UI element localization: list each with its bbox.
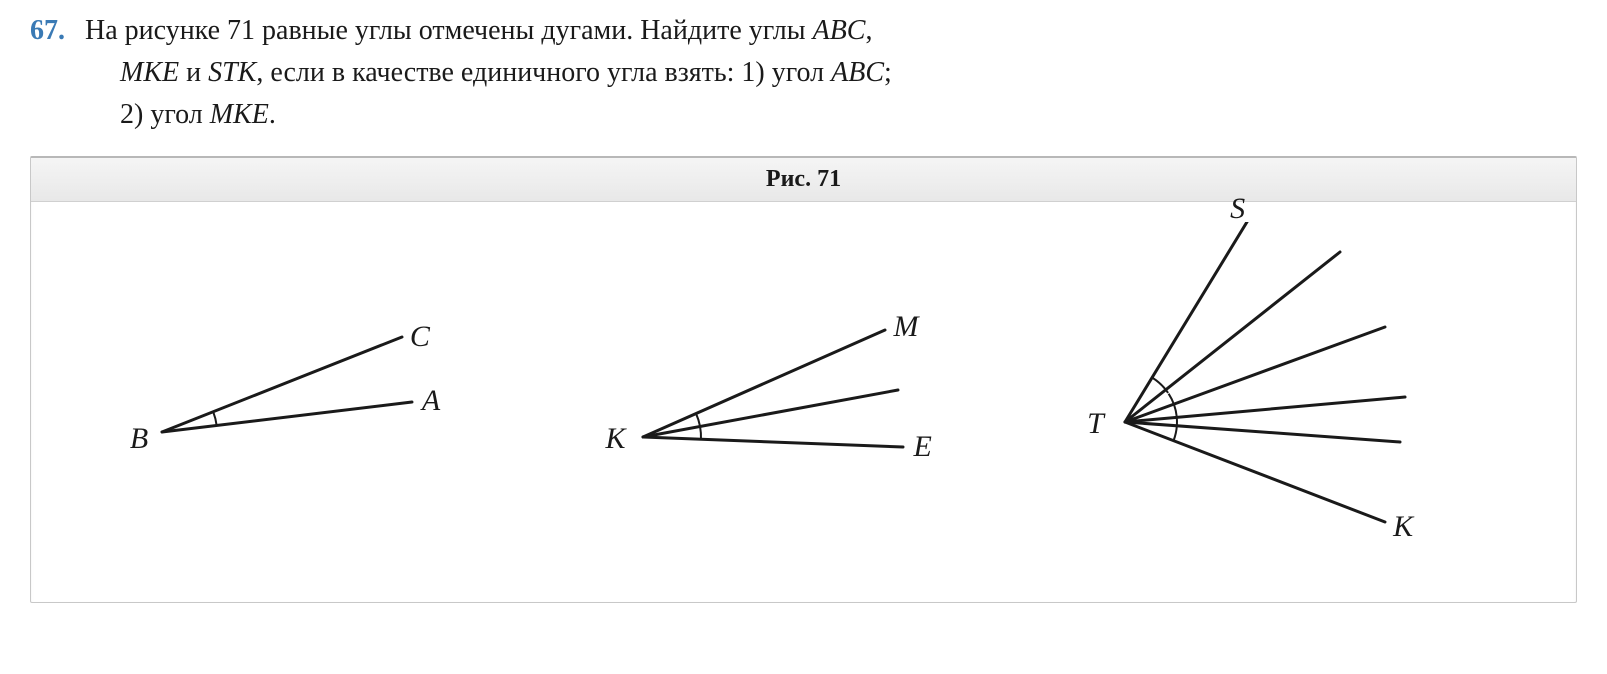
label-B: B (130, 422, 148, 456)
line3: 2) угол MKE. (120, 94, 1577, 136)
text-and: и (179, 57, 208, 88)
figure-content: B A C K E M T K S (31, 202, 1576, 582)
label-K: K (605, 422, 625, 456)
label-E: E (913, 430, 931, 464)
label-C: C (410, 320, 430, 354)
problem-number: 67. (30, 15, 65, 46)
figure-title: Рис. 71 (31, 158, 1576, 202)
line2: MKE и STK, если в качестве единичного уг… (120, 52, 1577, 94)
diagram-abc: B A C (142, 272, 482, 532)
diagram-mke: K E M (623, 272, 963, 532)
text-1: На рисунке 71 равные углы отмечены дугам… (85, 15, 813, 46)
figure-box: Рис. 71 B A C K E M T K S (30, 156, 1577, 603)
label-K2: K (1393, 510, 1413, 544)
text-3: , если в качестве единичного угла взять:… (256, 57, 831, 88)
abc-2: ABC (831, 57, 884, 88)
label-A: A (422, 384, 440, 418)
problem-text: 67. На рисунке 71 равные углы отмечены ду… (30, 10, 1577, 136)
label-T: T (1087, 407, 1104, 441)
text-4: 2) угол (120, 99, 210, 130)
period: . (269, 99, 276, 130)
label-M: M (893, 310, 918, 344)
mke-1: MKE (120, 57, 179, 88)
mke-2: MKE (210, 99, 269, 130)
stk: STK (208, 57, 256, 88)
label-S: S (1230, 192, 1245, 226)
abc-1: ABC (813, 15, 866, 46)
diagram-stk: T K S (1105, 222, 1465, 582)
